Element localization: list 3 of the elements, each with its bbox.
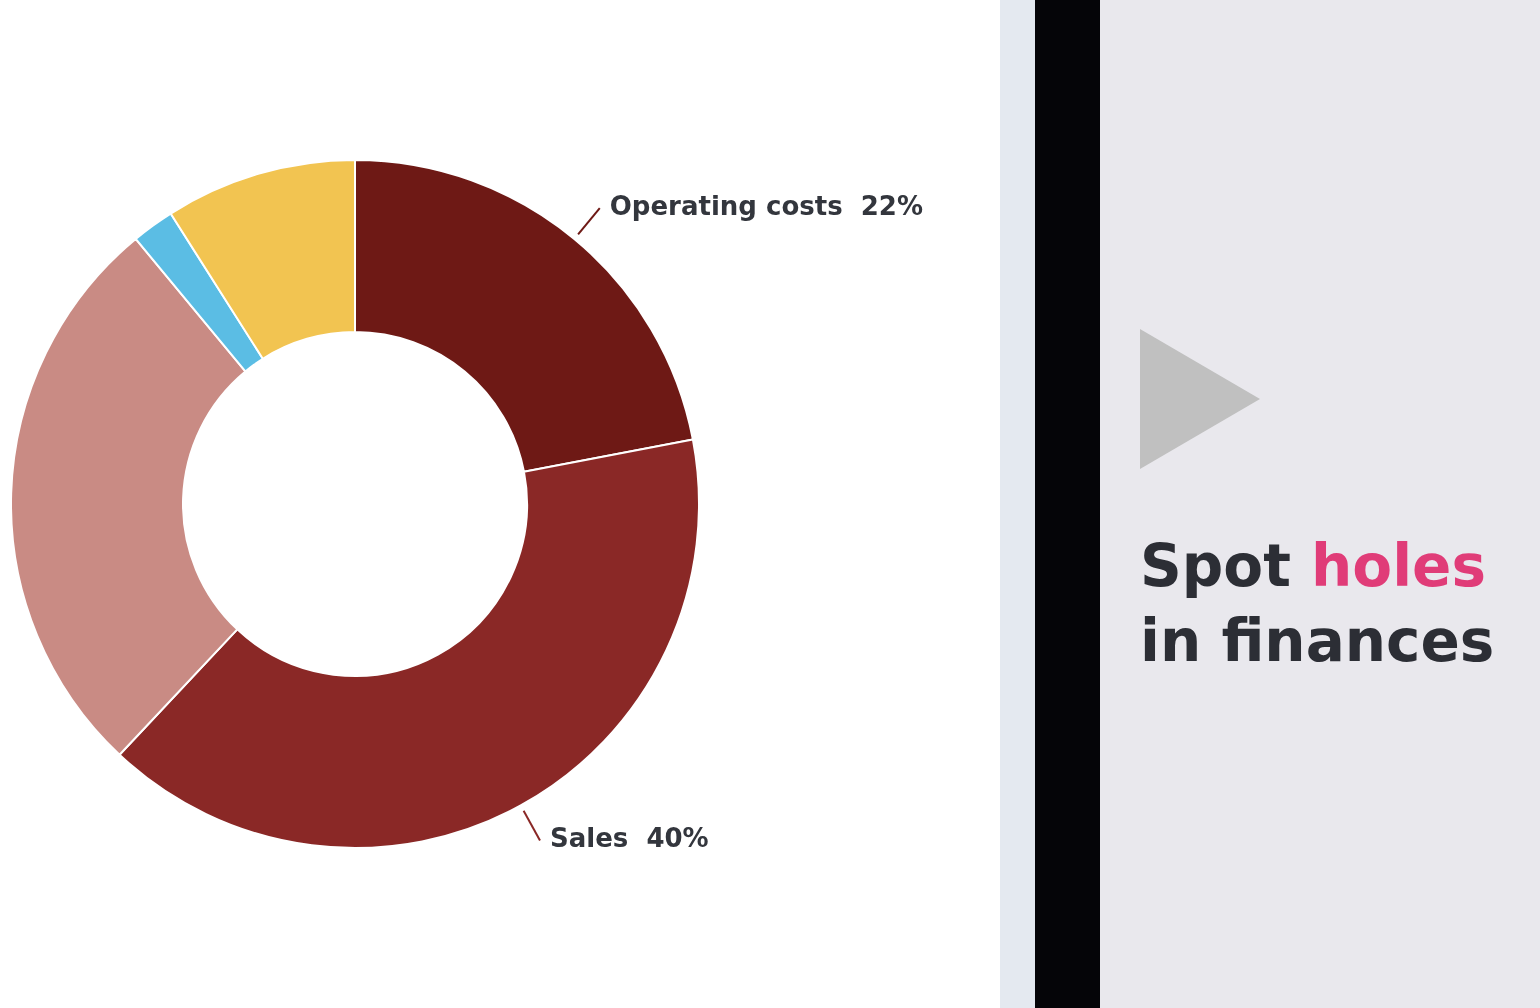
slice-label: Operating costs 22% — [609, 190, 923, 221]
chart-title: Spot holes in finances — [1140, 531, 1495, 675]
slice-label: Sales 40% — [549, 823, 709, 854]
